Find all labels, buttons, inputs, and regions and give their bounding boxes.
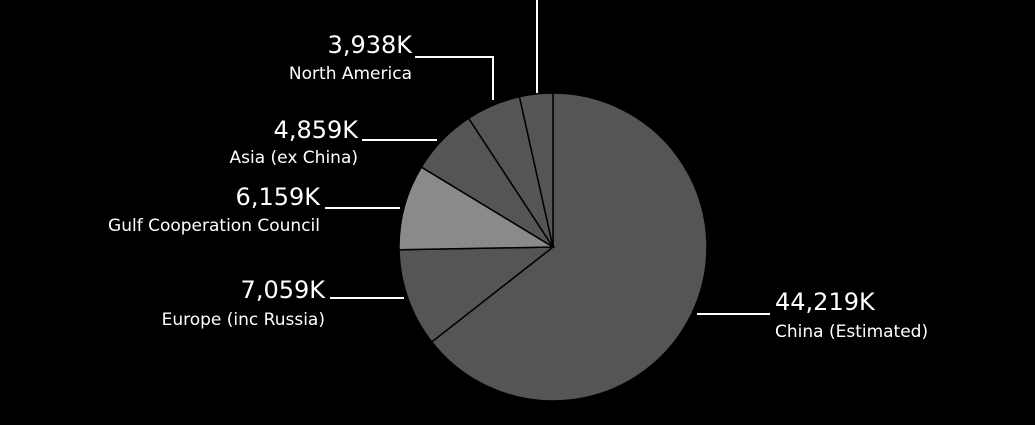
pie-slice <box>518 92 554 248</box>
value-label: 7,059K <box>241 276 327 304</box>
pie-slice <box>430 92 708 402</box>
category-label: North America <box>289 64 412 84</box>
value-label: 3,938K <box>328 31 414 59</box>
value-label: 4,859K <box>274 116 360 144</box>
value-label: 44,219K <box>775 288 876 316</box>
leader-line <box>415 56 494 100</box>
value-label: 6,159K <box>236 183 322 211</box>
category-label: China (Estimated) <box>775 322 928 342</box>
category-label: Gulf Cooperation Council <box>108 216 320 236</box>
pie-slice <box>398 166 556 251</box>
category-label: Europe (inc Russia) <box>162 310 325 330</box>
category-label: Asia (ex China) <box>230 148 358 168</box>
leader-lines <box>325 0 770 315</box>
pie-slice <box>398 246 556 343</box>
